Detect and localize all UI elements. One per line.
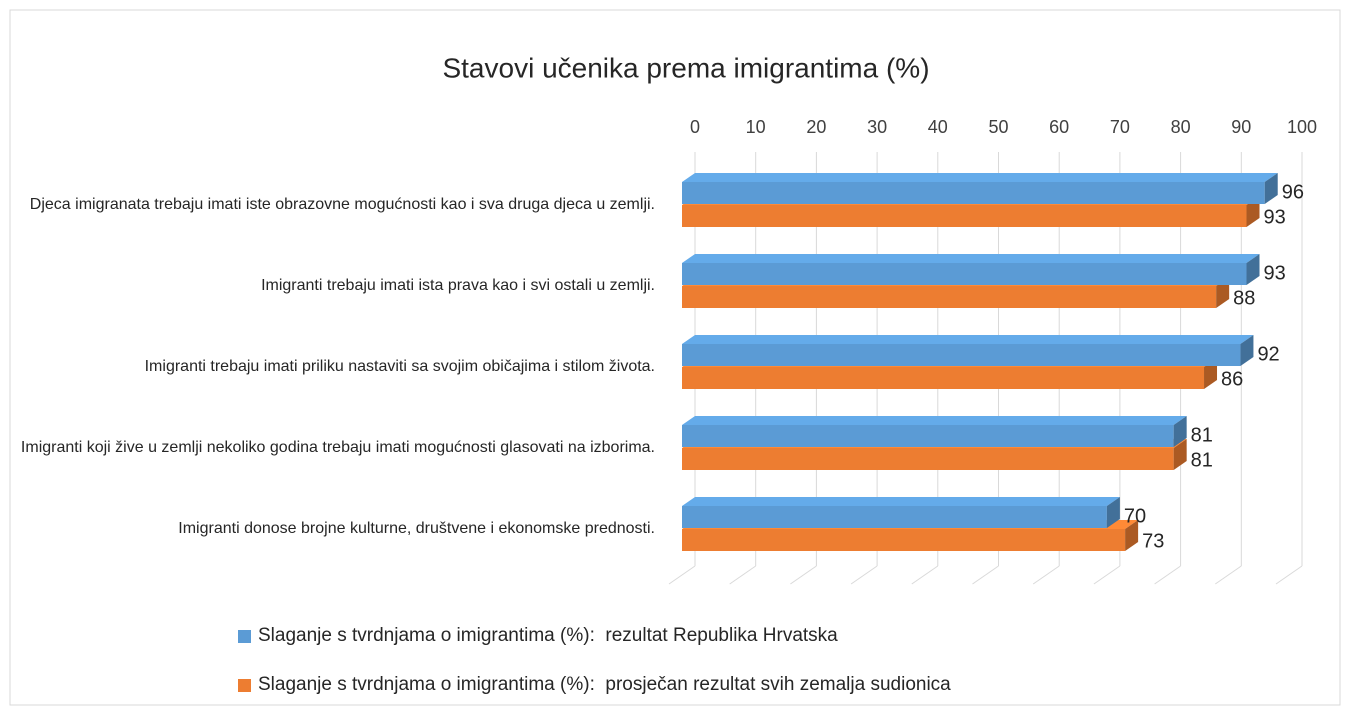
floor-line <box>790 565 817 585</box>
x-tick-label: 60 <box>1049 117 1069 137</box>
bar-side <box>1264 173 1278 204</box>
floor-line <box>1154 565 1181 585</box>
bar-side <box>1106 497 1120 528</box>
bar <box>682 367 1205 389</box>
category-label: Djeca imigranata trebaju imati iste obra… <box>29 195 655 213</box>
bar <box>682 425 1174 447</box>
bar <box>682 205 1247 227</box>
legend-label: Slaganje s tvrdnjama o imigrantima (%): … <box>258 674 951 695</box>
x-tick-label: 30 <box>867 117 887 137</box>
bar <box>682 448 1174 470</box>
bar-side <box>1173 439 1187 470</box>
category-label: Imigranti koji žive u zemlji nekoliko go… <box>20 438 655 456</box>
floor-line <box>1032 565 1060 585</box>
bar-side <box>1240 335 1254 366</box>
data-label: 88 <box>1233 287 1255 309</box>
chart-border <box>9 9 1341 706</box>
x-tick-label: 10 <box>746 117 766 137</box>
bar <box>682 286 1217 308</box>
legend-label: Slaganje s tvrdnjama o imigrantima (%): … <box>258 625 838 646</box>
bar <box>682 506 1107 528</box>
data-label: 96 <box>1282 181 1304 203</box>
legend-swatch <box>238 679 251 692</box>
bar <box>682 344 1241 366</box>
x-tick-label: 40 <box>928 117 948 137</box>
category-label: Imigranti trebaju imati ista prava kao i… <box>261 276 655 294</box>
x-tick-label: 50 <box>988 117 1008 137</box>
bar-top <box>682 416 1187 425</box>
bar-top <box>682 335 1254 344</box>
floor-line <box>972 565 999 585</box>
x-tick-label: 100 <box>1287 117 1317 137</box>
data-label: 81 <box>1191 449 1213 471</box>
floor-line <box>850 565 878 585</box>
category-label: Imigranti trebaju imati priliku nastavit… <box>144 357 655 375</box>
data-label: 70 <box>1124 505 1146 527</box>
floor-line <box>1275 565 1303 585</box>
chart-title: Stavovi učenika prema imigrantima (%) <box>442 52 929 83</box>
data-label: 93 <box>1264 262 1286 284</box>
category-label: Imigranti donose brojne kulturne, društv… <box>178 519 655 537</box>
data-label: 93 <box>1264 206 1286 228</box>
x-tick-label: 70 <box>1110 117 1130 137</box>
x-tick-label: 80 <box>1171 117 1191 137</box>
bar-top <box>682 254 1260 263</box>
floor-line <box>911 565 939 585</box>
bar-side <box>1125 520 1139 551</box>
data-label: 92 <box>1257 343 1279 365</box>
floor-line <box>729 565 756 585</box>
legend-swatch <box>238 630 251 643</box>
floor-line <box>668 565 696 585</box>
bar <box>682 263 1247 285</box>
bar-side <box>1173 416 1187 447</box>
bar <box>682 529 1126 551</box>
bar-top <box>682 173 1278 182</box>
x-tick-label: 20 <box>806 117 826 137</box>
bar-side <box>1246 254 1260 285</box>
floor-line <box>1215 565 1242 585</box>
data-label: 86 <box>1221 368 1243 390</box>
bar-top <box>682 497 1120 506</box>
data-label: 73 <box>1142 530 1164 552</box>
data-label: 81 <box>1191 424 1213 446</box>
floor-line <box>1093 565 1121 585</box>
x-tick-label: 90 <box>1231 117 1251 137</box>
x-tick-label: 0 <box>690 117 700 137</box>
bar <box>682 182 1265 204</box>
